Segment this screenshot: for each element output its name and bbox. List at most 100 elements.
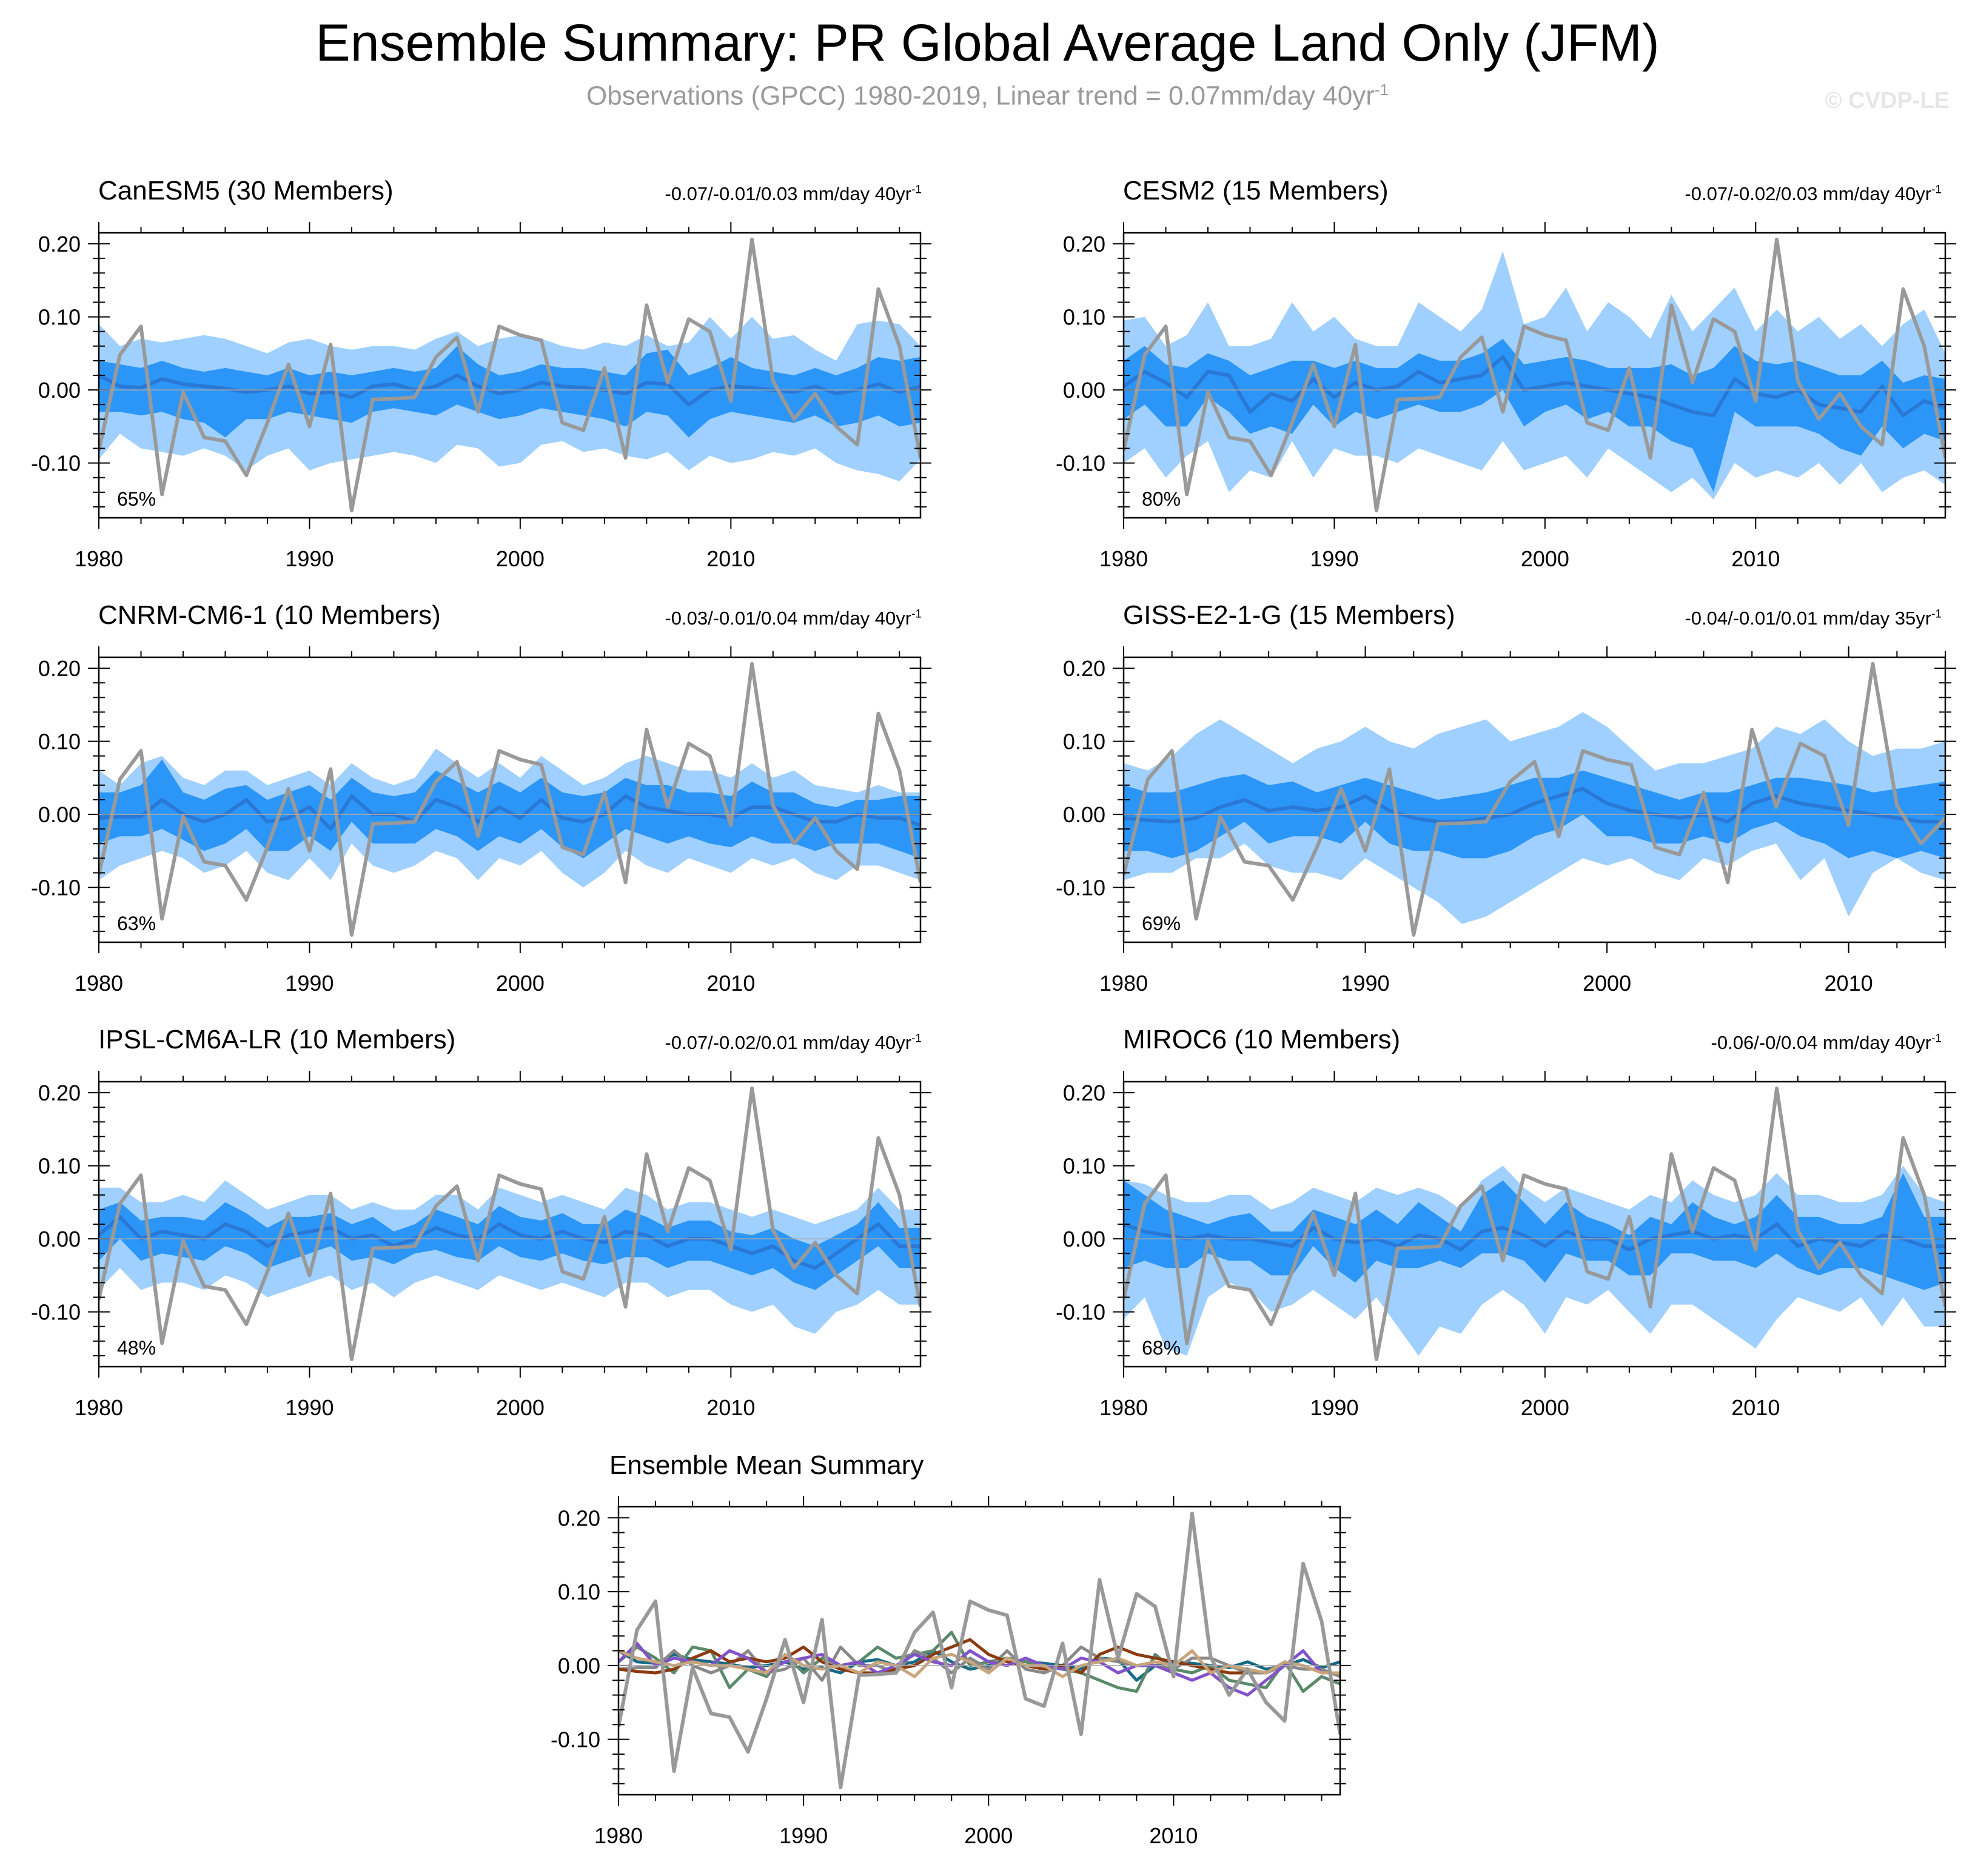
panel-canesm5: CanESM5 (30 Members) -0.07/-0.01/0.03 mm… bbox=[0, 170, 970, 594]
ensemble-mean-line bbox=[1124, 786, 1945, 824]
y-tick-label: -0.10 bbox=[31, 451, 81, 476]
chart-ipsl-cm6a-lr: 48% 0.20 0.10 0.00 -0.10 1980 1990 2000 2010 bbox=[31, 1071, 931, 1420]
y-tick-label: 0.00 bbox=[38, 378, 81, 403]
panel-cnrm-cm6-1: CNRM-CM6-1 (10 Members) -0.03/-0.01/0.04… bbox=[0, 594, 970, 1019]
chart-giss-e2-1-g: 69% 0.20 0.10 0.00 -0.10 1980 1990 2000 2010 bbox=[1056, 646, 1956, 996]
x-tick-label: 2010 bbox=[1149, 1823, 1198, 1848]
y-tick-label: 0.00 bbox=[1063, 1227, 1105, 1251]
y-tick-label: -0.10 bbox=[1056, 1300, 1105, 1325]
observations-line bbox=[1124, 662, 1945, 937]
y-tick-label: -0.10 bbox=[1056, 876, 1105, 900]
watermark: © CVDP-LE bbox=[1825, 88, 1950, 113]
x-tick-label: 1980 bbox=[75, 546, 123, 571]
chart-cesm2: 80% 0.20 0.10 0.00 -0.10 1980 1990 2000 2010 bbox=[1056, 222, 1956, 571]
x-tick-label: 2010 bbox=[1825, 971, 1873, 996]
x-tick-label: 1990 bbox=[285, 546, 334, 571]
panel-trend: -0.07/-0.02/0.03 mm/day 40yr-1 bbox=[1685, 183, 1942, 205]
x-tick-label: 2000 bbox=[1521, 1395, 1569, 1420]
panel-trend: -0.06/-0/0.04 mm/day 40yr-1 bbox=[1711, 1032, 1942, 1054]
plot-area bbox=[1124, 1086, 1945, 1361]
y-tick-label: 0.10 bbox=[1063, 729, 1105, 754]
panel-trend: -0.03/-0.01/0.04 mm/day 40yr-1 bbox=[665, 608, 922, 629]
percent-label: 68% bbox=[1142, 1337, 1181, 1359]
y-tick-label: 0.00 bbox=[1063, 802, 1105, 827]
panel-trend-text: -0.07/-0.02/0.01 mm/day 40yr bbox=[665, 1032, 912, 1053]
x-tick-label: 1990 bbox=[1341, 971, 1389, 996]
percent-label: 69% bbox=[1142, 913, 1181, 934]
panel-miroc6: MIROC6 (10 Members) -0.06/-0/0.04 mm/day… bbox=[1025, 1019, 1975, 1443]
panel-trend-text: -0.07/-0.02/0.03 mm/day 40yr bbox=[1685, 183, 1932, 204]
plot-area bbox=[619, 1512, 1340, 1789]
x-tick-label: 1980 bbox=[1099, 971, 1148, 996]
inner-spread-band bbox=[1124, 338, 1945, 492]
x-tick-label: 2010 bbox=[1731, 1395, 1780, 1420]
summary-title: Ensemble Mean Summary bbox=[609, 1450, 924, 1480]
x-tick-label: 2000 bbox=[496, 546, 545, 571]
inner-spread-band bbox=[99, 1202, 920, 1290]
y-tick-label: 0.10 bbox=[38, 1154, 81, 1179]
plot-area bbox=[99, 662, 920, 937]
y-tick-label: 0.20 bbox=[38, 1080, 81, 1105]
panel-trend-sup: -1 bbox=[1931, 608, 1942, 621]
observations-line bbox=[1124, 1086, 1945, 1361]
panel-ipsl-cm6a-lr: IPSL-CM6A-LR (10 Members) -0.07/-0.02/0.… bbox=[0, 1019, 970, 1443]
y-tick-label: 0.20 bbox=[38, 232, 81, 256]
chart-ensemble-mean-summary: 0.20 0.10 0.00 -0.10 1980 1990 2000 2010 bbox=[551, 1496, 1351, 1848]
panel-trend-sup: -1 bbox=[911, 1032, 922, 1045]
chart-miroc6: 68% 0.20 0.10 0.00 -0.10 1980 1990 2000 2010 bbox=[1056, 1071, 1956, 1420]
y-tick-label: 0.00 bbox=[38, 1227, 81, 1251]
x-tick-label: 1990 bbox=[1310, 1395, 1358, 1420]
page-subtitle: Observations (GPCC) 1980-2019, Linear tr… bbox=[0, 81, 1975, 112]
y-tick-label: 0.10 bbox=[1063, 305, 1105, 330]
x-tick-label: 2010 bbox=[706, 546, 755, 571]
x-tick-label: 2010 bbox=[706, 971, 755, 996]
y-tick-label: 0.20 bbox=[558, 1506, 600, 1530]
y-tick-label: 0.00 bbox=[1063, 378, 1105, 403]
x-tick-label: 1980 bbox=[75, 971, 123, 996]
ensemble-mean-line bbox=[99, 1214, 920, 1270]
panel-giss-e2-1-g: GISS-E2-1-G (15 Members) -0.04/-0.01/0.0… bbox=[1025, 594, 1975, 1019]
y-tick-label: 0.20 bbox=[1063, 1080, 1105, 1105]
chart-cnrm-cm6-1: 63% 0.20 0.10 0.00 -0.10 1980 1990 2000 2010 bbox=[31, 646, 931, 996]
panel-ensemble-mean-summary: Ensemble Mean Summary 0.20 0.10 0.00 -0.10 1… bbox=[515, 1443, 1486, 1876]
panel-trend: -0.07/-0.02/0.01 mm/day 40yr-1 bbox=[665, 1032, 922, 1054]
percent-label: 80% bbox=[1142, 488, 1181, 510]
panel-trend: -0.04/-0.01/0.01 mm/day 35yr-1 bbox=[1685, 608, 1942, 629]
x-tick-label: 1980 bbox=[1099, 546, 1148, 571]
panel-trend-text: -0.04/-0.01/0.01 mm/day 35yr bbox=[1685, 608, 1932, 629]
percent-label: 63% bbox=[117, 913, 156, 934]
y-tick-label: -0.10 bbox=[551, 1727, 600, 1752]
ensemble-mean-line bbox=[1124, 1222, 1945, 1252]
panel-trend-text: -0.03/-0.01/0.04 mm/day 40yr bbox=[665, 608, 912, 629]
x-tick-label: 2000 bbox=[496, 971, 545, 996]
y-tick-label: 0.00 bbox=[558, 1653, 600, 1678]
y-tick-label: 0.20 bbox=[1063, 656, 1105, 681]
x-tick-label: 2000 bbox=[964, 1823, 1013, 1848]
x-tick-label: 2000 bbox=[496, 1395, 545, 1420]
plot-area bbox=[99, 1086, 920, 1361]
ensemble-mean-ipsl-cm6a-lr bbox=[619, 1641, 1340, 1697]
y-tick-label: 0.10 bbox=[558, 1580, 600, 1604]
x-tick-label: 1990 bbox=[285, 971, 334, 996]
plot-frame bbox=[617, 1506, 1341, 1796]
panel-trend: -0.07/-0.01/0.03 mm/day 40yr-1 bbox=[665, 183, 922, 205]
observations-line bbox=[99, 237, 920, 512]
ensemble-mean-line bbox=[99, 794, 920, 831]
panel-trend-text: -0.06/-0/0.04 mm/day 40yr bbox=[1711, 1032, 1932, 1053]
chart-canesm5: 65% 0.20 0.10 0.00 -0.10 1980 1990 2000 2010 bbox=[31, 222, 931, 571]
x-tick-label: 1990 bbox=[1310, 546, 1358, 571]
ensemble-mean-miroc6 bbox=[619, 1649, 1340, 1678]
y-tick-label: 0.20 bbox=[1063, 232, 1105, 256]
y-tick-label: -0.10 bbox=[31, 1300, 81, 1325]
x-tick-label: 2010 bbox=[1731, 546, 1780, 571]
y-tick-label: 0.10 bbox=[1063, 1154, 1105, 1179]
y-tick-label: 0.20 bbox=[38, 656, 81, 681]
panel-trend-sup: -1 bbox=[911, 608, 922, 621]
plot-area bbox=[99, 237, 920, 512]
x-tick-label: 1980 bbox=[1099, 1395, 1148, 1420]
panel-title: CNRM-CM6-1 (10 Members) bbox=[98, 600, 441, 630]
panel-cesm2: CESM2 (15 Members) -0.07/-0.02/0.03 mm/d… bbox=[1025, 170, 1975, 594]
subtitle-text: Observations (GPCC) 1980-2019, Linear tr… bbox=[586, 81, 1375, 111]
panel-title: MIROC6 (10 Members) bbox=[1123, 1025, 1401, 1054]
observations-line bbox=[619, 1512, 1340, 1789]
